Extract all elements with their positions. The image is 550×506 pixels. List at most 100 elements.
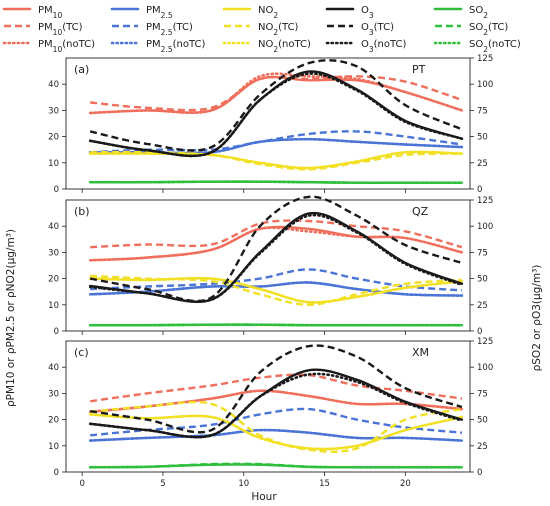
- right-tick-label: 125: [477, 337, 493, 347]
- legend-label-so2: SO2: [469, 5, 488, 20]
- series-pm10-notc-line: [88, 389, 464, 413]
- legend-label-part: PM: [38, 22, 53, 33]
- x-tick-label: 15: [319, 479, 330, 489]
- series-pm10-notc-line: [88, 72, 464, 115]
- legend-label-part: 2: [483, 28, 488, 37]
- right-tick-label: 75: [477, 248, 488, 258]
- left-tick-label: 0: [54, 327, 59, 337]
- panel-tag: (c): [74, 346, 89, 359]
- right-tick-label: 100: [477, 80, 493, 90]
- legend-label-no2-tc: NO2(TC): [258, 22, 299, 37]
- legend-label-part: 3: [369, 45, 374, 54]
- site-label: PT: [412, 63, 426, 76]
- right-tick-label: 25: [477, 442, 488, 452]
- right-tick-label: 0: [477, 185, 482, 195]
- legend-label-part: 2: [273, 28, 278, 37]
- series-pm10-tc-line: [90, 219, 463, 249]
- series-no2-tc-line: [90, 274, 462, 306]
- series-pm25-base-line: [89, 281, 464, 297]
- legend-label-pm2-5-notc: PM2.5(noTC): [146, 39, 205, 54]
- left-axis-title: ρPM10 or ρPM2.5 or ρNO2(μg/m³): [5, 229, 17, 407]
- right-tick-label: 25: [477, 301, 488, 311]
- right-tick-label: 50: [477, 416, 488, 426]
- right-tick-label: 75: [477, 389, 488, 399]
- series-pm25-notc-line: [88, 428, 464, 442]
- left-tick-label: 40: [48, 222, 59, 232]
- panel-frame: [65, 340, 471, 473]
- legend-label-part: SO: [469, 5, 483, 16]
- series-o3-tc-line: [90, 344, 463, 434]
- legend-label-part: PM: [146, 5, 161, 16]
- right-tick-label: 0: [477, 468, 482, 478]
- legend-label-part: (TC): [173, 22, 193, 33]
- series-no2-notc-line: [88, 276, 464, 304]
- legend-label-pm10: PM10: [38, 5, 62, 20]
- series-no2-notc-line: [88, 150, 464, 170]
- legend-label-pm10-notc: PM10(noTC): [38, 39, 95, 54]
- site-label: QZ: [412, 205, 429, 218]
- legend-label-part: 2.5: [161, 45, 173, 54]
- legend-label-part: PM: [146, 22, 161, 33]
- right-tick-label: 75: [477, 106, 488, 116]
- series-o3-notc-line: [88, 72, 464, 158]
- right-tick-label: 125: [477, 54, 493, 64]
- panel-pt: 0 10 20 30 40 0 25 50 75 100 125 (a) PT: [48, 54, 493, 195]
- panel-qz: 0 10 20 30 40 0 25 50 75 100 125 (b) QZ: [48, 195, 493, 337]
- right-tick-label: 50: [477, 133, 488, 143]
- right-tick-label: 0: [477, 327, 482, 337]
- legend-label-part: O: [361, 5, 369, 16]
- series-no2-notc-line: [88, 413, 464, 451]
- left-tick-label: 0: [54, 185, 59, 195]
- legend-label-part: 10: [53, 45, 63, 54]
- legend-label-part: (TC): [488, 22, 508, 33]
- series-pm25-notc-line: [88, 137, 464, 155]
- legend-label-pm2-5: PM2.5: [146, 5, 173, 20]
- legend-label-part: 10: [53, 11, 63, 20]
- series-no2-tc-line: [90, 400, 463, 453]
- x-tick-label: 10: [238, 479, 249, 489]
- legend-label-part: (TC): [62, 22, 82, 33]
- legend-label-part: SO: [469, 39, 483, 50]
- x-tick-label: 20: [400, 479, 411, 489]
- legend-label-part: 2: [273, 45, 278, 54]
- series-no2-tc-line: [90, 150, 462, 171]
- panel-frame: [65, 57, 471, 190]
- legend-label-part: (noTC): [173, 39, 206, 50]
- series-o3-tc-line: [89, 195, 463, 303]
- legend-label-part: NO: [258, 39, 273, 50]
- legend-label-pm10-tc: PM10(TC): [38, 22, 83, 37]
- legend-label-so2-notc: SO2(noTC): [469, 39, 521, 54]
- legend-label-part: (noTC): [278, 39, 311, 50]
- right-tick-label: 125: [477, 196, 493, 206]
- legend-label-part: NO: [258, 5, 273, 16]
- series-pm25-tc-line: [90, 268, 462, 292]
- left-tick-label: 20: [48, 275, 59, 285]
- right-tick-label: 50: [477, 275, 488, 285]
- series-pm25-base-line: [89, 428, 464, 442]
- series-so2-notc-line: [88, 323, 464, 327]
- legend-label-part: (noTC): [488, 39, 521, 50]
- legend-label-part: 2.5: [161, 11, 173, 20]
- panel-frame: [65, 199, 471, 332]
- series-o3-tc-line: [89, 59, 463, 152]
- legend-label-part: O: [361, 39, 369, 50]
- series-o3-notc-line: [88, 372, 464, 439]
- left-tick-label: 30: [48, 389, 59, 399]
- left-tick-label: 20: [48, 416, 59, 426]
- legend-label-no2: NO2: [258, 5, 278, 20]
- panel-xm: 0 10 20 30 40 0 25 50 75 100 125 0 5 10 15 20 (c) XM: [48, 337, 493, 489]
- left-tick-label: 10: [48, 301, 59, 311]
- legend-label-pm2-5-tc: PM2.5(TC): [146, 22, 193, 37]
- right-tick-label: 100: [477, 363, 493, 373]
- legend-label-part: PM: [38, 39, 53, 50]
- legend-label-part: 10: [53, 28, 63, 37]
- series-pm10-base-line: [89, 225, 464, 262]
- legend-label-part: 2: [483, 45, 488, 54]
- legend-label-so2-tc: SO2(TC): [469, 22, 508, 37]
- legend-label-part: PM: [146, 39, 161, 50]
- left-tick-label: 30: [48, 106, 59, 116]
- series-so2-notc-line: [88, 463, 464, 469]
- legend-label-part: 3: [369, 11, 374, 20]
